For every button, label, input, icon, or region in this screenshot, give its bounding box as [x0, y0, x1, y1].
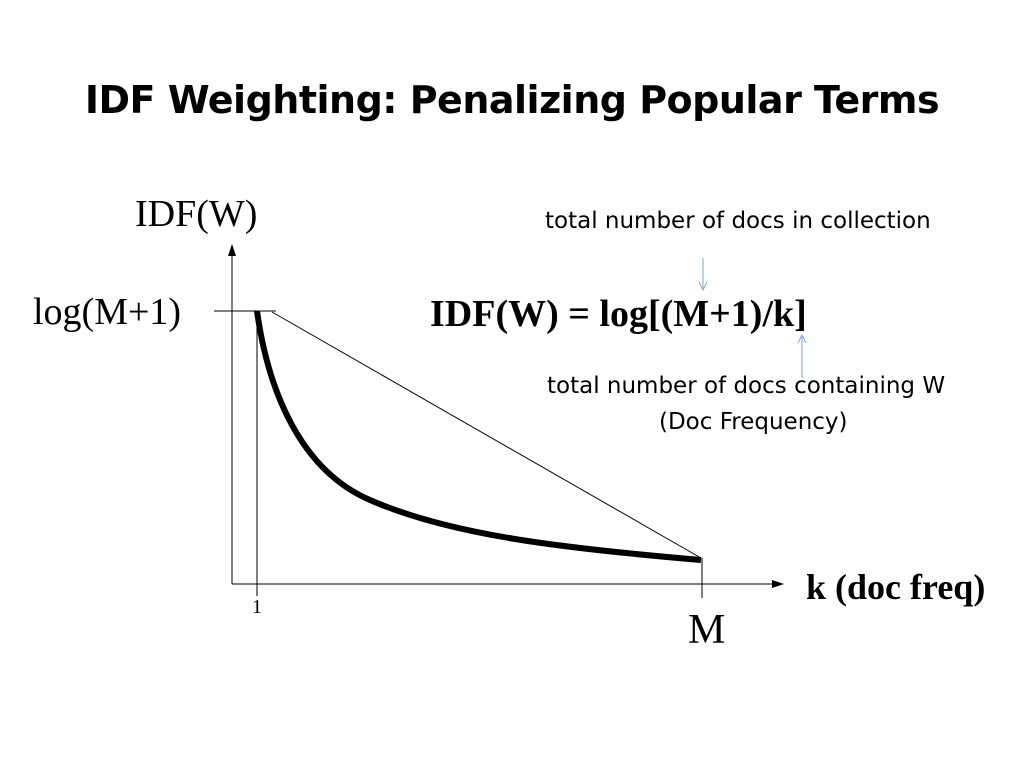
idf-curve: [254, 310, 702, 563]
linear-reference-line: [271, 311, 702, 559]
x-end-tick-label: M: [688, 607, 726, 653]
slide-title: IDF Weighting: Penalizing Popular Terms: [84, 78, 940, 122]
y-axis-arrowhead: [228, 244, 236, 256]
docfreq-arrowhead: [797, 333, 807, 344]
y-max-tick-label: log(M+1): [33, 291, 182, 333]
idf-formula: IDF(W) = log[(M+1)/k]: [430, 293, 807, 335]
x-start-tick-label: 1: [252, 596, 262, 618]
annotation-doc-freq-paren: (Doc Frequency): [659, 409, 848, 435]
annotation-total-docs: total number of docs in collection: [545, 208, 931, 234]
annotation-doc-freq: total number of docs containing W: [547, 373, 946, 399]
x-axis-label: k (doc freq): [806, 567, 986, 607]
x-axis-arrowhead: [772, 580, 784, 588]
y-axis-label: IDF(W): [135, 193, 258, 235]
collection-arrowhead: [698, 281, 708, 292]
